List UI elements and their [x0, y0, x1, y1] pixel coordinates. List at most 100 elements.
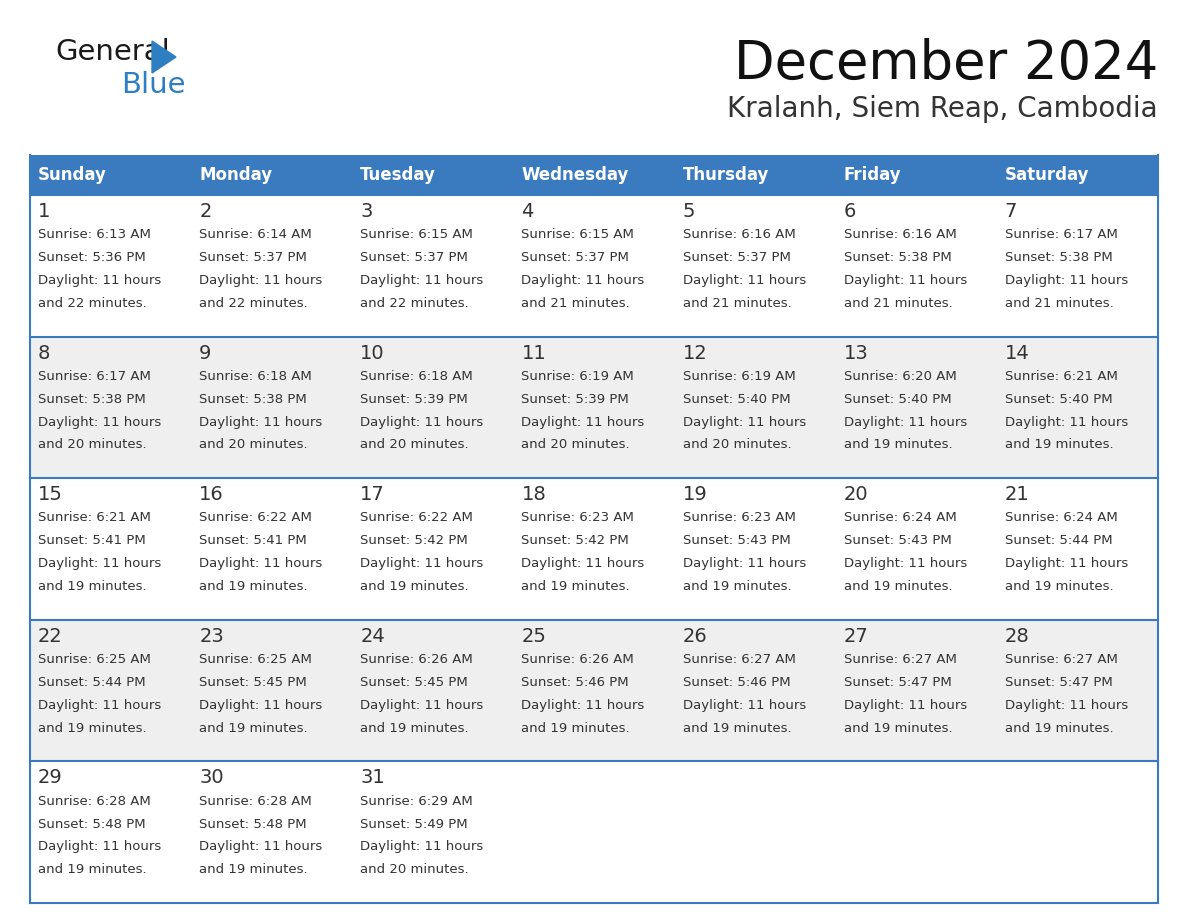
Text: and 19 minutes.: and 19 minutes.	[683, 722, 791, 734]
Text: Daylight: 11 hours: Daylight: 11 hours	[360, 416, 484, 429]
Bar	[30, 620, 191, 761]
Text: Sunset: 5:42 PM: Sunset: 5:42 PM	[522, 534, 630, 547]
Text: Kralanh, Siem Reap, Cambodia: Kralanh, Siem Reap, Cambodia	[727, 95, 1158, 123]
Text: Sunrise: 6:22 AM: Sunrise: 6:22 AM	[360, 511, 473, 524]
Text: Sunset: 5:38 PM: Sunset: 5:38 PM	[1005, 252, 1113, 264]
Text: Daylight: 11 hours: Daylight: 11 hours	[522, 699, 645, 711]
Text: and 20 minutes.: and 20 minutes.	[38, 439, 146, 452]
Text: and 20 minutes.: and 20 minutes.	[360, 863, 469, 876]
Text: Sunrise: 6:23 AM: Sunrise: 6:23 AM	[683, 511, 796, 524]
Bar	[997, 478, 1158, 620]
Text: Sunset: 5:48 PM: Sunset: 5:48 PM	[200, 818, 307, 831]
Bar	[675, 337, 835, 478]
Text: Daylight: 11 hours: Daylight: 11 hours	[1005, 557, 1129, 570]
Text: Sunset: 5:45 PM: Sunset: 5:45 PM	[200, 676, 307, 688]
Bar	[513, 478, 675, 620]
Text: Sunrise: 6:24 AM: Sunrise: 6:24 AM	[1005, 511, 1118, 524]
Bar	[835, 620, 997, 761]
Bar	[30, 337, 191, 478]
Text: 25: 25	[522, 627, 546, 645]
Bar	[997, 337, 1158, 478]
Text: 23: 23	[200, 627, 223, 645]
Text: Daylight: 11 hours: Daylight: 11 hours	[683, 416, 805, 429]
Text: Daylight: 11 hours: Daylight: 11 hours	[843, 274, 967, 287]
Text: Friday: Friday	[843, 166, 902, 184]
Text: Sunrise: 6:16 AM: Sunrise: 6:16 AM	[683, 229, 795, 241]
Text: and 19 minutes.: and 19 minutes.	[38, 863, 146, 876]
Bar	[675, 478, 835, 620]
Text: Sunset: 5:40 PM: Sunset: 5:40 PM	[683, 393, 790, 406]
Text: 13: 13	[843, 343, 868, 363]
Text: 22: 22	[38, 627, 63, 645]
Text: Daylight: 11 hours: Daylight: 11 hours	[843, 699, 967, 711]
Text: Tuesday: Tuesday	[360, 166, 436, 184]
Text: Sunset: 5:48 PM: Sunset: 5:48 PM	[38, 818, 146, 831]
Text: Sunrise: 6:17 AM: Sunrise: 6:17 AM	[1005, 229, 1118, 241]
Text: Daylight: 11 hours: Daylight: 11 hours	[200, 416, 322, 429]
Text: Daylight: 11 hours: Daylight: 11 hours	[683, 699, 805, 711]
Text: Daylight: 11 hours: Daylight: 11 hours	[683, 557, 805, 570]
Text: Thursday: Thursday	[683, 166, 769, 184]
Bar	[353, 620, 513, 761]
Text: Daylight: 11 hours: Daylight: 11 hours	[38, 699, 162, 711]
Text: Sunset: 5:44 PM: Sunset: 5:44 PM	[1005, 534, 1112, 547]
Text: 4: 4	[522, 202, 533, 221]
Text: Daylight: 11 hours: Daylight: 11 hours	[38, 274, 162, 287]
Text: 3: 3	[360, 202, 373, 221]
Text: 18: 18	[522, 486, 546, 504]
Text: and 19 minutes.: and 19 minutes.	[200, 722, 308, 734]
Bar	[513, 337, 675, 478]
Text: 9: 9	[200, 343, 211, 363]
Text: 17: 17	[360, 486, 385, 504]
Text: Daylight: 11 hours: Daylight: 11 hours	[200, 274, 322, 287]
Bar	[835, 155, 997, 195]
Bar	[835, 478, 997, 620]
Text: and 19 minutes.: and 19 minutes.	[1005, 722, 1113, 734]
Text: Daylight: 11 hours: Daylight: 11 hours	[200, 557, 322, 570]
Text: 2: 2	[200, 202, 211, 221]
Text: and 21 minutes.: and 21 minutes.	[683, 297, 791, 309]
Text: Monday: Monday	[200, 166, 272, 184]
Text: Sunset: 5:46 PM: Sunset: 5:46 PM	[683, 676, 790, 688]
Text: Sunset: 5:42 PM: Sunset: 5:42 PM	[360, 534, 468, 547]
Bar	[513, 195, 675, 337]
Text: and 19 minutes.: and 19 minutes.	[360, 722, 469, 734]
Text: Sunrise: 6:19 AM: Sunrise: 6:19 AM	[522, 370, 634, 383]
Text: and 19 minutes.: and 19 minutes.	[1005, 439, 1113, 452]
Text: 27: 27	[843, 627, 868, 645]
Text: and 19 minutes.: and 19 minutes.	[683, 580, 791, 593]
Text: and 19 minutes.: and 19 minutes.	[843, 580, 953, 593]
Text: and 19 minutes.: and 19 minutes.	[200, 580, 308, 593]
Text: Daylight: 11 hours: Daylight: 11 hours	[200, 840, 322, 854]
Text: 26: 26	[683, 627, 707, 645]
Text: Sunrise: 6:25 AM: Sunrise: 6:25 AM	[200, 653, 312, 666]
Text: and 21 minutes.: and 21 minutes.	[843, 297, 953, 309]
Text: and 20 minutes.: and 20 minutes.	[683, 439, 791, 452]
Text: Sunrise: 6:27 AM: Sunrise: 6:27 AM	[683, 653, 796, 666]
Bar	[835, 337, 997, 478]
Text: Sunrise: 6:28 AM: Sunrise: 6:28 AM	[38, 795, 151, 808]
Bar	[997, 155, 1158, 195]
Text: 21: 21	[1005, 486, 1030, 504]
Text: Sunset: 5:47 PM: Sunset: 5:47 PM	[843, 676, 952, 688]
Text: Daylight: 11 hours: Daylight: 11 hours	[843, 416, 967, 429]
Bar	[353, 337, 513, 478]
Text: and 20 minutes.: and 20 minutes.	[200, 439, 308, 452]
Bar	[353, 478, 513, 620]
Text: 1: 1	[38, 202, 50, 221]
Bar	[30, 195, 191, 337]
Text: Blue: Blue	[121, 71, 185, 99]
Text: and 22 minutes.: and 22 minutes.	[360, 297, 469, 309]
Text: 7: 7	[1005, 202, 1017, 221]
Bar	[675, 620, 835, 761]
Bar	[191, 620, 353, 761]
Text: Sunset: 5:36 PM: Sunset: 5:36 PM	[38, 252, 146, 264]
Text: 8: 8	[38, 343, 50, 363]
Text: Sunrise: 6:19 AM: Sunrise: 6:19 AM	[683, 370, 795, 383]
Text: and 20 minutes.: and 20 minutes.	[522, 439, 630, 452]
Text: Sunrise: 6:27 AM: Sunrise: 6:27 AM	[1005, 653, 1118, 666]
Bar	[513, 620, 675, 761]
Text: Daylight: 11 hours: Daylight: 11 hours	[522, 557, 645, 570]
Text: Daylight: 11 hours: Daylight: 11 hours	[38, 840, 162, 854]
Text: 30: 30	[200, 768, 223, 788]
